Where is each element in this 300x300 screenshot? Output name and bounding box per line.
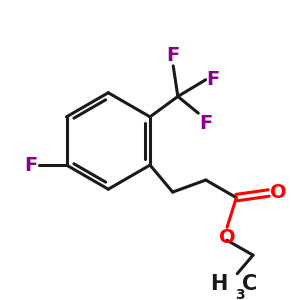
Text: O: O [270, 184, 286, 202]
Text: F: F [167, 46, 180, 65]
Text: F: F [199, 114, 212, 133]
Text: F: F [207, 70, 220, 89]
Text: O: O [219, 228, 236, 247]
Text: H: H [211, 274, 228, 294]
Text: C: C [242, 274, 257, 294]
Text: 3: 3 [236, 288, 245, 300]
Text: F: F [25, 156, 38, 175]
